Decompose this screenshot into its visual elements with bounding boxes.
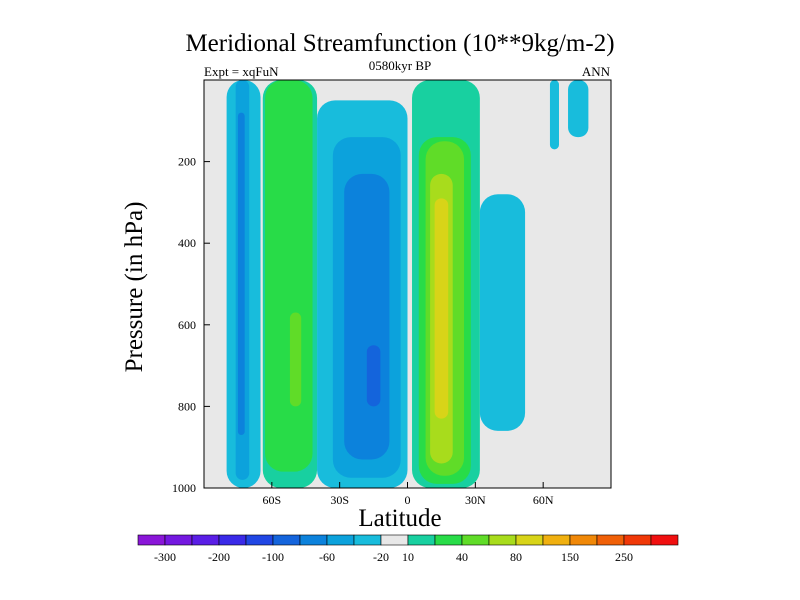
nh-high-lat-negative-cell-2 <box>568 80 589 138</box>
x-tick-label: 30S <box>330 493 349 507</box>
colorbar-label: -200 <box>208 550 230 564</box>
colorbar-box <box>569 534 598 546</box>
colorbar-box <box>407 534 436 546</box>
colorbar-box <box>191 534 220 546</box>
contour-fill-layer <box>226 80 589 488</box>
colorbar: -300 -200 -100 -60 -20 10 40 80 150 250 <box>137 534 679 564</box>
nh-ferrel-negative-cell <box>479 194 526 431</box>
colorbar-label: 40 <box>456 550 468 564</box>
colorbar-box <box>515 534 544 546</box>
y-tick-label: 400 <box>178 236 196 250</box>
axis-ticks: 60S 30S 0 30N 60N 200 400 600 800 1000 <box>172 155 554 507</box>
colorbar-box <box>164 534 193 546</box>
nh-hadley-positive-peak <box>434 198 449 419</box>
x-axis-label: Latitude <box>358 505 442 532</box>
x-tick-label: 30N <box>465 493 486 507</box>
chart-subtitle: 0580kyr BP <box>368 58 432 73</box>
colorbar-box <box>353 534 382 546</box>
season-label: ANN <box>581 64 610 79</box>
y-tick-label: 200 <box>178 155 196 169</box>
x-tick-label: 60S <box>262 493 281 507</box>
sh-hadley-negative-core <box>344 173 390 460</box>
colorbar-box <box>650 534 679 546</box>
colorbar-label: 80 <box>510 550 522 564</box>
sh-ferrel-positive-core <box>265 80 313 472</box>
colorbar-box <box>137 534 166 546</box>
sh-ferrel-positive-inner <box>289 312 302 407</box>
colorbar-label: -20 <box>373 550 389 564</box>
x-tick-label: 60N <box>533 493 554 507</box>
colorbar-label: -300 <box>154 550 176 564</box>
colorbar-box <box>218 534 247 546</box>
colorbar-box <box>326 534 355 546</box>
sh-polar-negative-inner <box>237 112 245 435</box>
colorbar-label: -60 <box>319 550 335 564</box>
chart-title: Meridional Streamfunction (10**9kg/m-2) <box>185 30 615 57</box>
colorbar-box <box>380 534 409 546</box>
experiment-label: Expt = xqFuN <box>204 64 279 79</box>
colorbar-label: -100 <box>262 550 284 564</box>
y-tick-label: 800 <box>178 399 196 413</box>
colorbar-label: 150 <box>561 550 579 564</box>
x-tick-label: 0 <box>405 493 411 507</box>
colorbar-box <box>623 534 652 546</box>
colorbar-label: 10 <box>402 550 414 564</box>
colorbar-box <box>542 534 571 546</box>
nh-high-lat-negative-cell-1 <box>549 80 559 150</box>
sh-hadley-negative-inner <box>366 345 381 407</box>
colorbar-box <box>488 534 517 546</box>
y-tick-label: 600 <box>178 318 196 332</box>
colorbar-box <box>461 534 490 546</box>
colorbar-box <box>272 534 301 546</box>
colorbar-label: 250 <box>615 550 633 564</box>
colorbar-box <box>434 534 463 546</box>
y-tick-label: 1000 <box>172 481 196 495</box>
colorbar-box <box>299 534 328 546</box>
colorbar-box <box>245 534 274 546</box>
colorbar-box <box>596 534 625 546</box>
